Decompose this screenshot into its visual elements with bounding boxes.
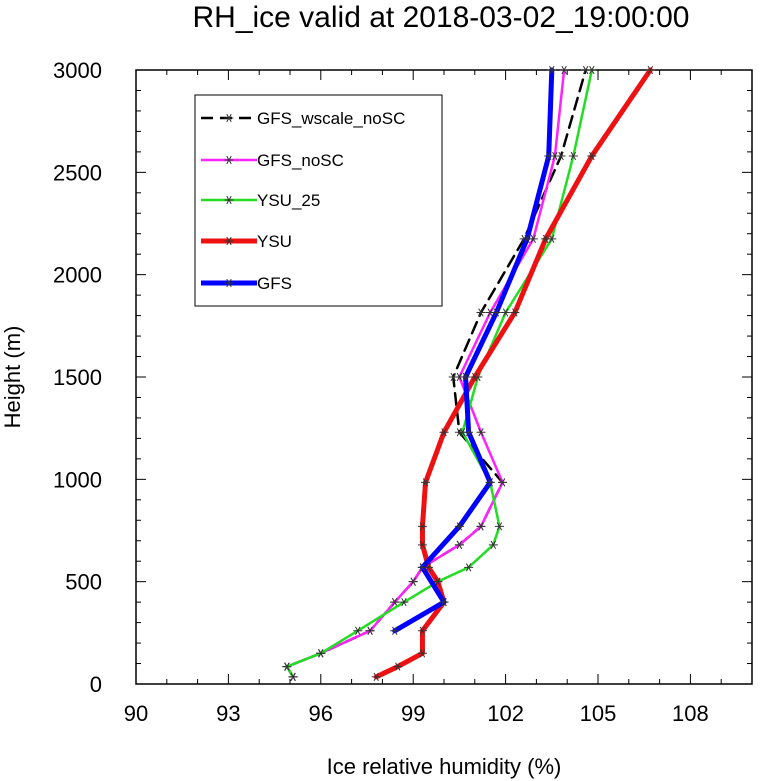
y-tick-label: 2000 (53, 263, 102, 288)
legend-item-gfs-nosc: GFS_noSC (201, 151, 344, 170)
data-point (316, 649, 326, 658)
data-point (488, 540, 498, 549)
data-point (491, 308, 501, 317)
series-gfs (390, 65, 557, 635)
data-point (494, 522, 504, 531)
legend-label: GFS (257, 274, 292, 293)
axis-ticks (135, 69, 753, 685)
data-point (371, 672, 381, 681)
legend: GFS_wscale_noSC GFS_noSC YSU_25 YSU GFS (194, 94, 443, 307)
legend-item-gfs: GFS (201, 274, 292, 293)
data-point (454, 522, 464, 531)
x-tick-label: 105 (580, 701, 617, 726)
data-point (417, 540, 427, 549)
data-point (393, 662, 403, 671)
data-point (547, 65, 557, 75)
data-point (439, 597, 449, 607)
legend-marker (224, 278, 234, 288)
data-point (476, 308, 486, 317)
data-point (399, 597, 409, 607)
data-point (282, 662, 292, 671)
legend-items: GFS_wscale_noSC GFS_noSC YSU_25 YSU GFS (201, 109, 405, 293)
data-point (288, 672, 298, 681)
data-point (408, 577, 418, 586)
data-point (544, 151, 554, 161)
data-point (390, 626, 400, 635)
data-point (461, 372, 471, 382)
data-point (439, 428, 449, 437)
data-point (559, 65, 569, 75)
legend-item-ysu: YSU (201, 232, 292, 251)
legend-label: GFS_wscale_noSC (257, 109, 405, 128)
x-tick-label: 99 (401, 701, 425, 726)
data-point (417, 649, 427, 658)
legend-item-ysu-25: YSU_25 (201, 191, 320, 210)
data-point (470, 372, 480, 382)
x-axis-title: Ice relative humidity (%) (327, 754, 562, 779)
y-tick-label: 0 (90, 672, 102, 697)
series-line-ysu (373, 67, 653, 680)
data-point (417, 563, 427, 572)
legend-item-gfs-wscale-nosc: GFS_wscale_noSC (201, 109, 405, 128)
data-point (476, 428, 486, 437)
x-tick-label: 96 (309, 701, 333, 726)
data-point (365, 626, 375, 635)
x-tick-label: 90 (124, 701, 148, 726)
data-point (476, 522, 486, 531)
data-point (485, 478, 495, 487)
data-point (390, 597, 400, 607)
data-point (417, 626, 427, 635)
data-point (433, 577, 443, 586)
data-point (645, 65, 655, 75)
legend-label: YSU (257, 232, 292, 251)
data-point (417, 522, 427, 531)
data-point (541, 234, 551, 243)
data-point (454, 540, 464, 549)
y-tick-labels: 0 500 1000 1500 2000 2500 3000 (53, 58, 102, 697)
series-ysu (371, 65, 655, 681)
y-tick-label: 500 (65, 570, 102, 595)
y-tick-label: 1000 (53, 467, 102, 492)
y-tick-label: 1500 (53, 365, 102, 390)
data-point (353, 626, 363, 635)
data-point (464, 563, 474, 572)
x-tick-label: 93 (216, 701, 240, 726)
legend-marker (224, 236, 234, 246)
legend-marker (224, 155, 234, 165)
data-point (522, 234, 532, 243)
data-point (464, 428, 474, 437)
chart-title: RH_ice valid at 2018-03-02_19:00:00 (192, 1, 689, 34)
data-point (587, 151, 597, 161)
data-point (568, 151, 578, 161)
legend-marker (224, 195, 234, 205)
legend-label: YSU_25 (257, 191, 320, 210)
x-tick-label: 102 (487, 701, 524, 726)
series-lines (282, 65, 655, 681)
legend-marker (224, 113, 234, 123)
data-point (498, 478, 508, 487)
data-point (587, 65, 597, 75)
plot-area (135, 65, 753, 685)
y-axis-title: Height (m) (0, 326, 25, 429)
y-tick-label: 2500 (53, 160, 102, 185)
y-tick-label: 3000 (53, 58, 102, 83)
data-point (501, 308, 511, 317)
legend-label: GFS_noSC (257, 151, 344, 170)
x-tick-labels: 90 93 96 99 102 105 108 (124, 701, 709, 726)
data-point (510, 308, 520, 317)
x-tick-label: 108 (672, 701, 709, 726)
data-point (421, 478, 431, 487)
